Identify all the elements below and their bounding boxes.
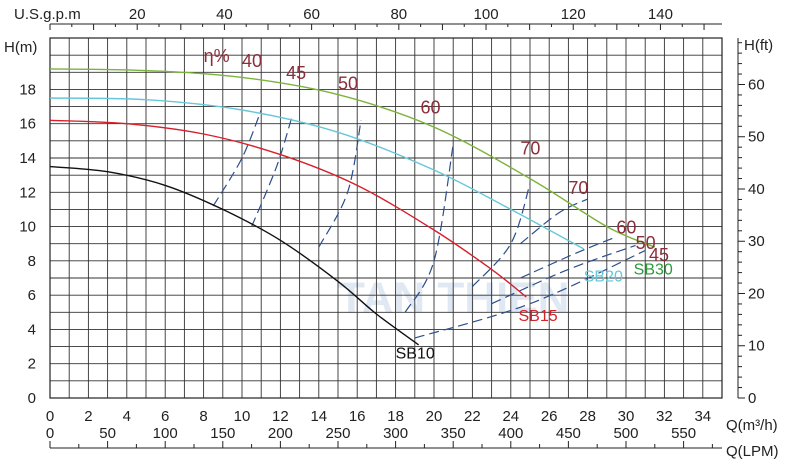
lpm-tick-label: 450 (556, 425, 581, 442)
ft-tick-label: 0 (748, 390, 756, 407)
efficiency-label: 70 (568, 178, 588, 198)
gpm-tick-label: 60 (303, 6, 320, 23)
lpm-tick-label: 150 (210, 425, 235, 442)
x-tick-label: 18 (387, 408, 404, 425)
gpm-tick-label: 40 (216, 6, 233, 23)
x-tick-label: 0 (46, 408, 54, 425)
ft-tick-label: 30 (748, 233, 765, 250)
efficiency-contour-45 (251, 116, 293, 227)
y-tick-label: 12 (19, 184, 36, 201)
curve-sb30 (49, 68, 656, 248)
x-tick-label: 32 (656, 408, 673, 425)
ft-tick-label: 50 (748, 129, 765, 146)
lpm-tick-label: 250 (325, 425, 350, 442)
efficiency-label: 70 (520, 139, 540, 159)
efficiency-label: 50 (338, 73, 358, 93)
x-tick-label: 4 (123, 408, 131, 425)
curve-sb20 (49, 97, 585, 250)
x-tick-label: 22 (464, 408, 481, 425)
efficiency-label: 50 (636, 233, 656, 253)
y-tick-label: 6 (28, 287, 36, 304)
efficiency-label: 45 (649, 245, 669, 265)
x-tick-label: 30 (618, 408, 635, 425)
lpm-tick-label: 50 (99, 425, 116, 442)
efficiency-contour-70 (471, 183, 531, 287)
gpm-tick-label: 80 (390, 6, 407, 23)
gpm-axis-label: U.S.g.p.m (14, 6, 81, 23)
gpm-tick-label: 100 (474, 6, 499, 23)
y-tick-label: 16 (19, 116, 36, 133)
x-tick-label: 34 (694, 408, 711, 425)
lpm-tick-label: 550 (671, 425, 696, 442)
y-tick-label: 18 (19, 81, 36, 98)
x-tick-label: 20 (426, 408, 443, 425)
ft-tick-label: 60 (748, 76, 765, 93)
x-tick-label: 10 (234, 408, 251, 425)
x-tick-label: 24 (502, 408, 519, 425)
series-label-sb30: SB30 (634, 262, 673, 279)
y-tick-label: 0 (28, 390, 36, 407)
ft-tick-label: 40 (748, 181, 765, 198)
y-tick-label: 4 (28, 321, 36, 338)
x-tick-label: 16 (349, 408, 366, 425)
curve-sb10 (49, 165, 420, 346)
gpm-tick-label: 20 (129, 6, 146, 23)
efficiency-contour-50 (491, 244, 636, 305)
series-label-sb15: SB15 (518, 308, 557, 325)
y-tick-label: 10 (19, 219, 36, 236)
x-tick-label: 2 (84, 408, 92, 425)
x-tick-label: 12 (272, 408, 289, 425)
gpm-tick-label: 140 (648, 6, 673, 23)
efficiency-contour-50 (318, 120, 362, 248)
efficiency-label: 40 (242, 51, 262, 71)
x-tick-label: 28 (579, 408, 596, 425)
ft-axis-label: H(ft) (744, 37, 773, 54)
efficiency-contour-70 (520, 198, 588, 245)
axes: 0 2 4 6 8 10 12 14 16 18 20 22 24 26 28 30 32 34Q(m³/h)0 5… (4, 6, 779, 460)
x-tick-label: 8 (199, 408, 207, 425)
lpm-tick-label: 0 (46, 425, 54, 442)
lpm-tick-label: 500 (613, 425, 638, 442)
pump-curves (49, 68, 656, 346)
ft-tick-label: 10 (748, 338, 765, 355)
efficiency-label: η% (204, 46, 230, 66)
ft-tick-label: 20 (748, 285, 765, 302)
efficiency-label: 60 (616, 217, 636, 237)
efficiency-contour-45 (414, 250, 646, 339)
efficiency-contour-60 (520, 236, 617, 279)
x-tick-label: 6 (161, 408, 169, 425)
lpm-tick-label: 100 (153, 425, 178, 442)
plot-frame (49, 37, 723, 399)
efficiency-label: 45 (286, 63, 306, 83)
series-label-sb20: SB20 (584, 268, 623, 285)
curve-sb15 (49, 119, 527, 298)
efficiency-label: 60 (421, 97, 441, 117)
y-tick-label: 8 (28, 253, 36, 270)
lpm-tick-label: 400 (498, 425, 523, 442)
efficiency-contour-40 (212, 109, 262, 207)
y-axis-label: H(m) (4, 39, 37, 56)
gpm-tick-label: 120 (561, 6, 586, 23)
x-axis-label: Q(m³/h) (726, 417, 778, 434)
lpm-tick-label: 200 (268, 425, 293, 442)
series-label-sb10: SB10 (396, 346, 435, 363)
y-tick-label: 2 (28, 356, 36, 373)
y-tick-label: 14 (19, 150, 36, 167)
lpm-tick-label: 300 (383, 425, 408, 442)
efficiency-contour-60 (404, 144, 454, 313)
lpm-tick-label: 350 (441, 425, 466, 442)
x-tick-label: 14 (310, 408, 327, 425)
lpm-axis-label: Q(LPM) (726, 443, 779, 460)
efficiency-contours (212, 109, 646, 339)
x-tick-label: 26 (541, 408, 558, 425)
